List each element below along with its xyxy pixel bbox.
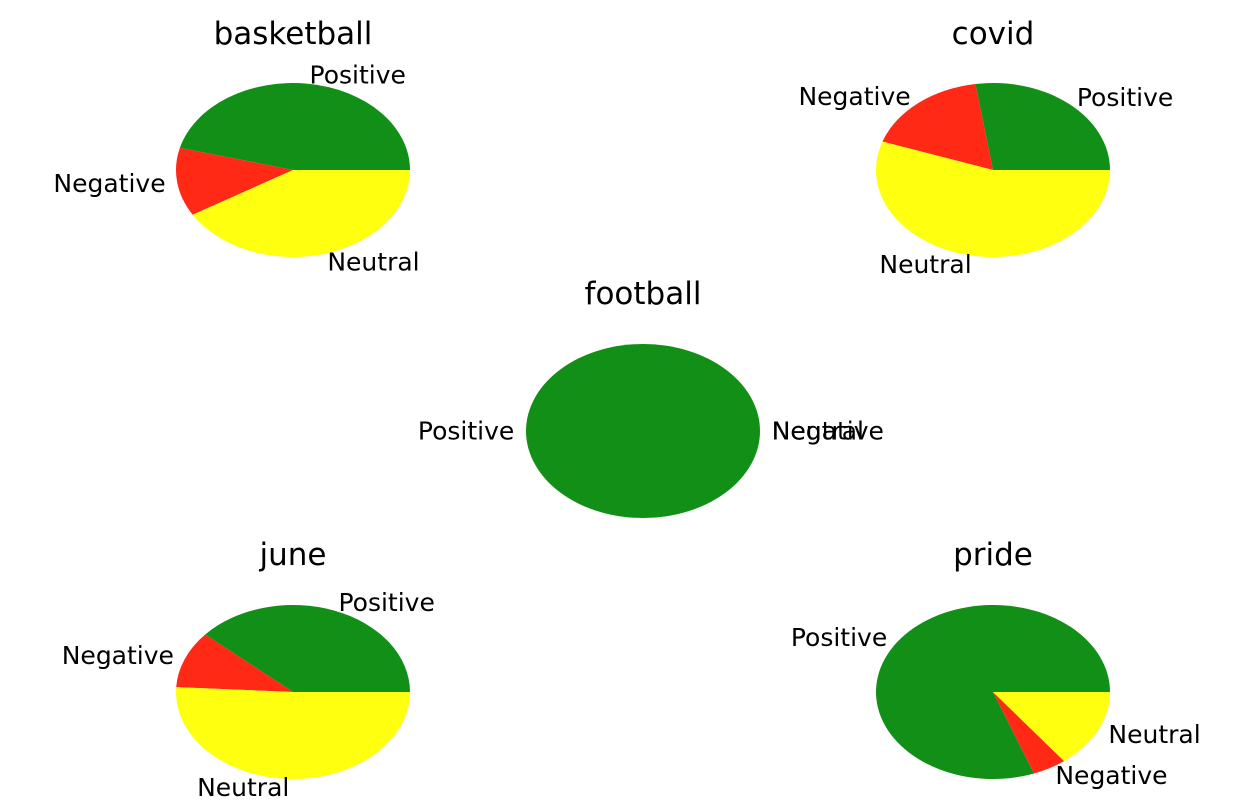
pie-pride: pride Positive Negative Neutral bbox=[791, 537, 1201, 790]
slice-neutral bbox=[993, 692, 1110, 762]
slice-neutral bbox=[875, 141, 1110, 258]
label-neutral: Neutral bbox=[772, 417, 864, 446]
slice-positive bbox=[179, 82, 410, 170]
label-positive: Positive bbox=[418, 417, 514, 446]
slice-positive bbox=[205, 605, 410, 692]
slice-positive bbox=[526, 344, 760, 518]
label-negative: Negative bbox=[772, 417, 884, 446]
pie-basketball: basketball Positive Negative Neutral bbox=[53, 16, 419, 277]
label-positive: Positive bbox=[338, 588, 434, 617]
slice-neutral bbox=[192, 170, 410, 258]
slice-negative bbox=[176, 634, 293, 692]
pie-title: pride bbox=[953, 537, 1033, 573]
pie-title: basketball bbox=[214, 16, 373, 52]
slice-positive bbox=[876, 604, 1111, 779]
pie-june: june Positive Negative Neutral bbox=[62, 537, 435, 802]
slice-negative bbox=[175, 147, 293, 215]
slice-neutral bbox=[176, 687, 410, 780]
label-neutral: Neutral bbox=[197, 773, 289, 802]
label-neutral: Neutral bbox=[327, 248, 419, 277]
slice-positive bbox=[975, 83, 1110, 170]
label-neutral: Neutral bbox=[879, 250, 971, 279]
label-positive: Positive bbox=[791, 623, 887, 652]
label-positive: Positive bbox=[310, 61, 406, 90]
pie-covid: covid Positive Negative Neutral bbox=[798, 16, 1173, 279]
label-positive: Positive bbox=[1077, 83, 1173, 112]
pie-title: june bbox=[259, 537, 327, 573]
label-negative: Negative bbox=[798, 82, 910, 111]
slice-negative bbox=[882, 83, 993, 170]
label-negative: Negative bbox=[1055, 761, 1167, 790]
pie-title: covid bbox=[952, 16, 1035, 52]
slice-negative bbox=[993, 692, 1065, 774]
label-neutral: Neutral bbox=[1108, 720, 1200, 749]
label-negative: Negative bbox=[53, 169, 165, 198]
pie-title: football bbox=[585, 276, 702, 312]
label-negative: Negative bbox=[62, 641, 174, 670]
